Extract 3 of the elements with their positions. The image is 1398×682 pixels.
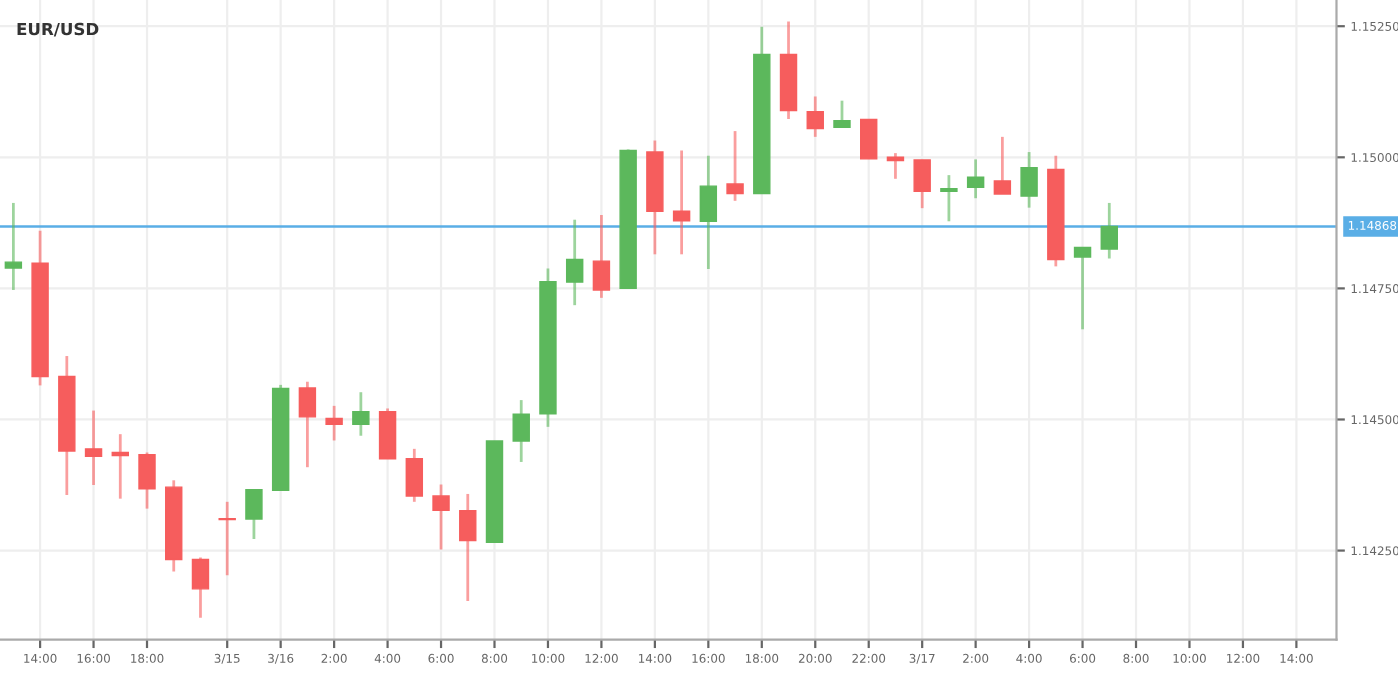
text: EUR/USD (17, 22, 99, 37)
candlestick (860, 118, 878, 160)
candlestick (378, 407, 397, 461)
